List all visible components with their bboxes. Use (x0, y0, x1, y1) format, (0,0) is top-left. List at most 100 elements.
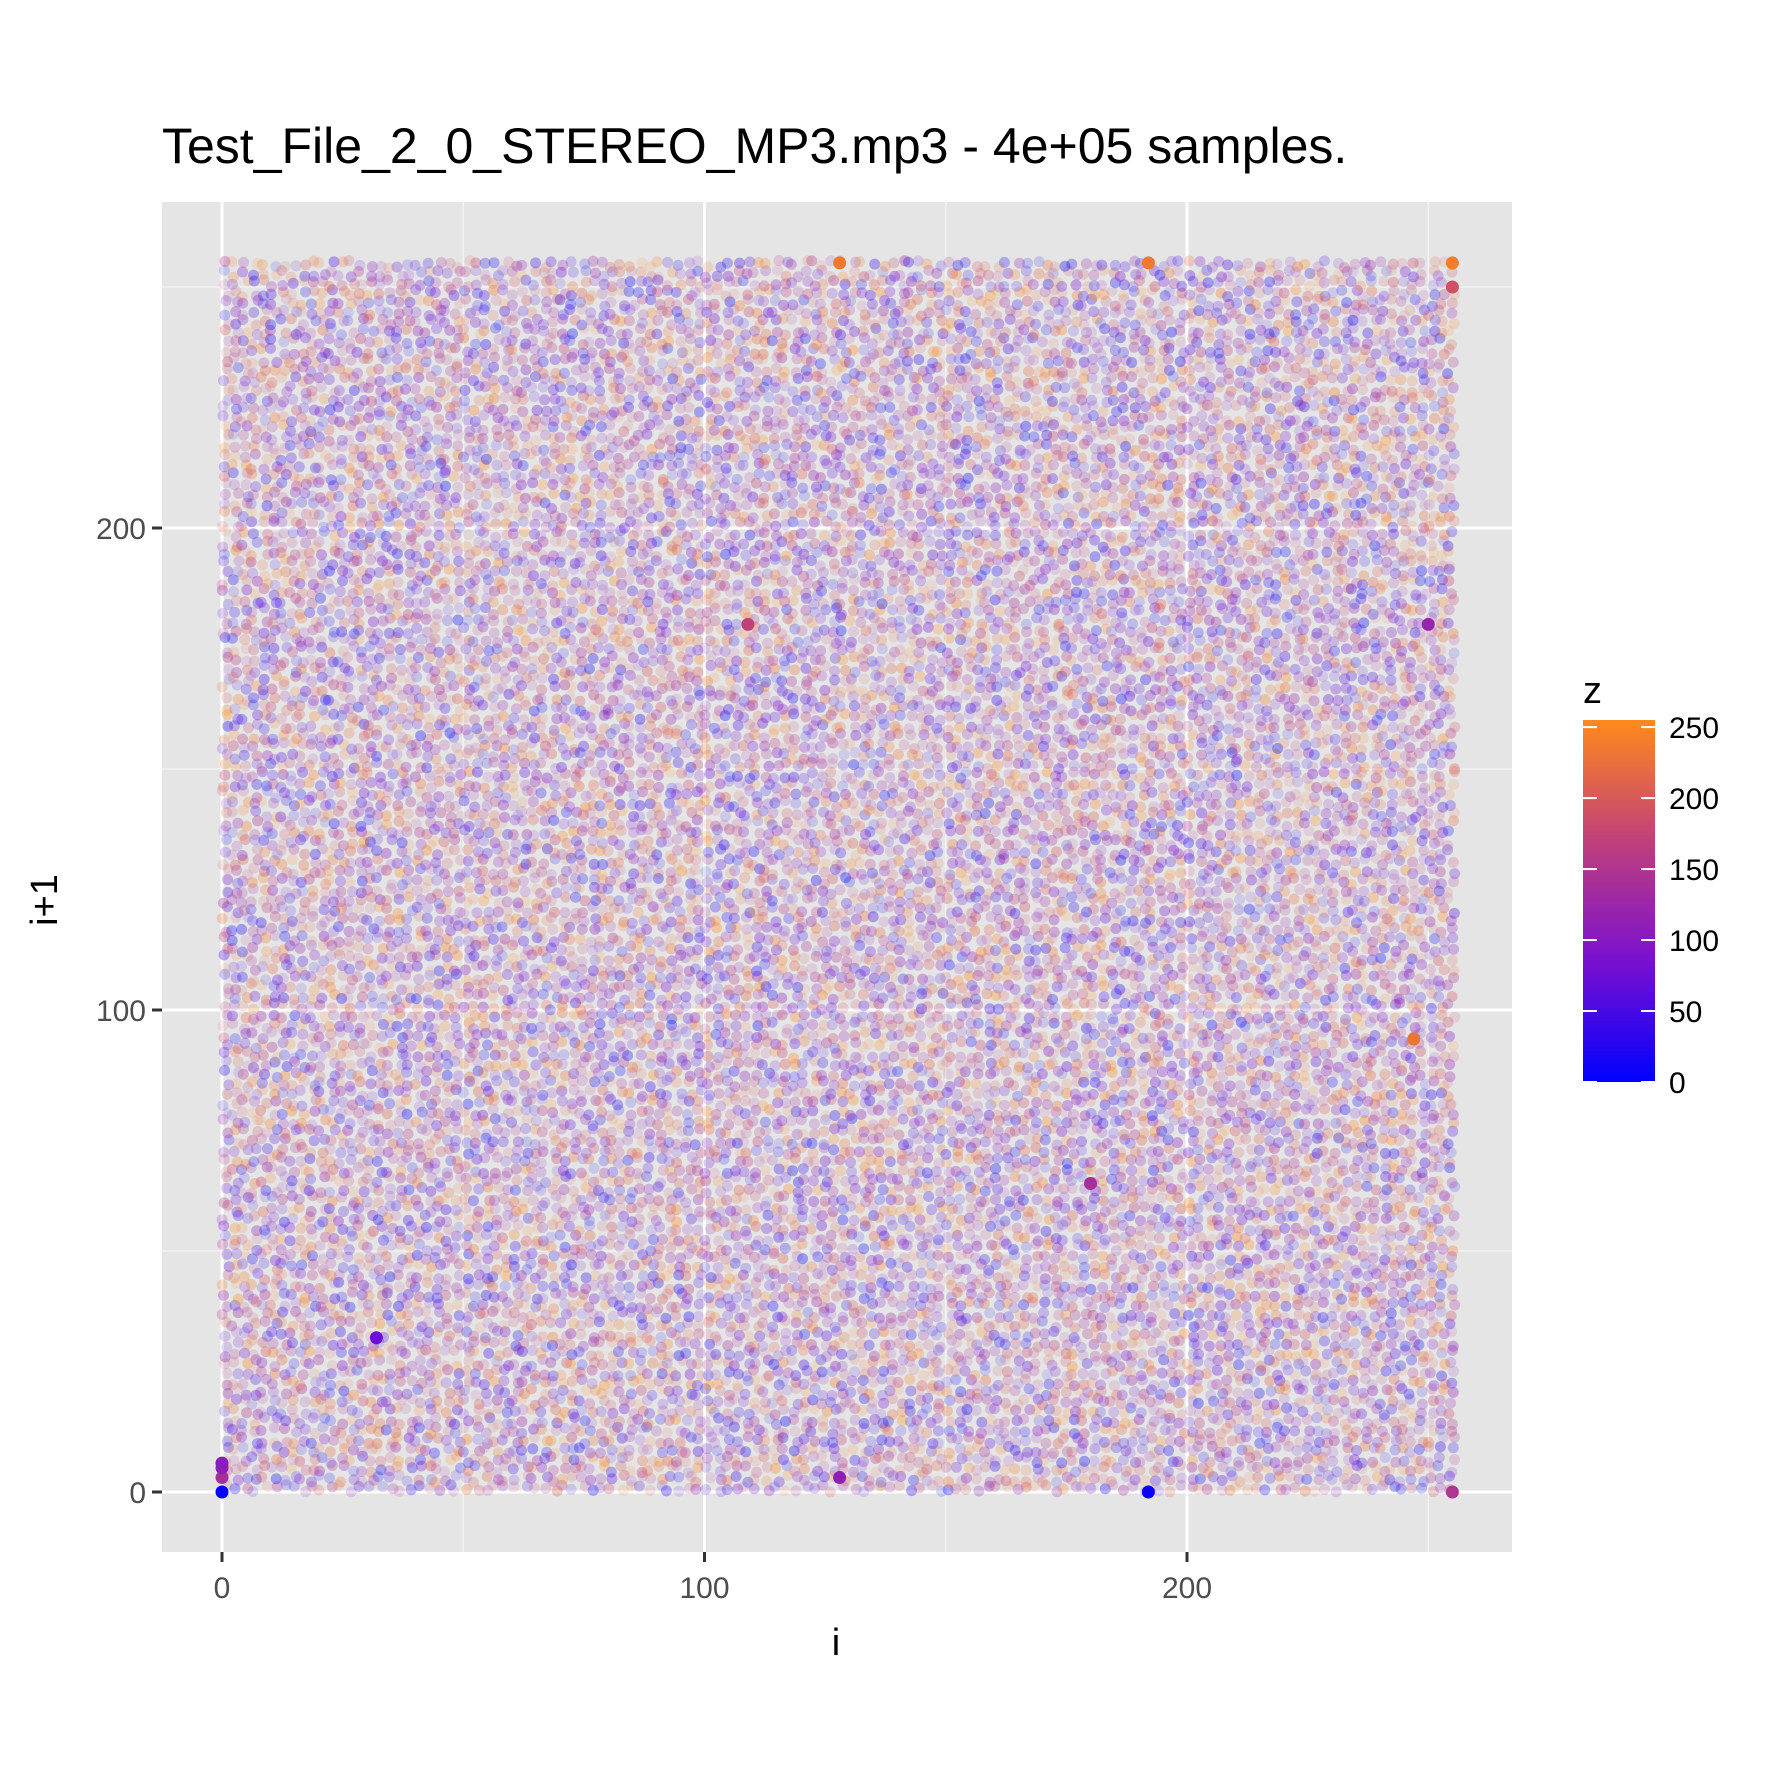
cloud-point (440, 1434, 452, 1446)
cloud-point (324, 1472, 335, 1484)
cloud-point (400, 1050, 412, 1062)
cloud-point (526, 679, 538, 691)
cloud-point (316, 685, 328, 697)
cloud-point (471, 907, 483, 919)
cloud-point (556, 848, 568, 860)
cloud-point (396, 664, 408, 676)
cloud-point (229, 1234, 241, 1246)
cloud-point (232, 1368, 244, 1380)
cloud-point (429, 1341, 441, 1353)
cloud-point (497, 868, 509, 880)
cloud-point (218, 1153, 230, 1165)
cloud-point (230, 1416, 242, 1427)
cloud-point (230, 949, 242, 961)
cloud-point (364, 532, 376, 543)
cloud-point (387, 1038, 399, 1050)
cloud-point (500, 487, 512, 499)
cloud-point (313, 338, 325, 350)
cloud-point (536, 549, 548, 561)
cloud-point (438, 666, 450, 678)
cloud-point (448, 1252, 460, 1264)
cloud-point (583, 509, 595, 521)
cloud-point (380, 1250, 392, 1262)
cloud-point (361, 856, 373, 868)
cloud-point (503, 594, 514, 606)
cloud-point (530, 435, 542, 447)
cloud-point (420, 859, 432, 871)
cloud-point (352, 469, 364, 481)
cloud-point (526, 606, 538, 618)
cloud-point (249, 667, 261, 678)
cloud-point (564, 715, 576, 727)
cloud-point (246, 1027, 258, 1039)
cloud-point (567, 281, 578, 293)
cloud-point (229, 781, 241, 793)
cloud-point (219, 255, 231, 267)
cloud-point (216, 681, 228, 693)
cloud-point (240, 772, 252, 784)
cloud-point (556, 1288, 568, 1300)
cloud-point (400, 290, 412, 302)
cloud-point (431, 1041, 443, 1053)
cloud-point (422, 257, 434, 269)
cloud-point (391, 261, 403, 273)
cloud-point (279, 1070, 291, 1082)
cloud-point (250, 424, 262, 436)
cloud-point (518, 935, 530, 947)
cloud-point (313, 975, 325, 987)
cloud-point (366, 493, 378, 505)
cloud-point (345, 821, 357, 832)
cloud-point (258, 1411, 270, 1423)
cloud-point (576, 956, 588, 968)
cloud-point (267, 733, 279, 745)
cloud-point (285, 722, 297, 734)
cloud-point (251, 1225, 263, 1237)
cloud-point (252, 294, 264, 306)
cloud-point (255, 917, 267, 929)
cloud-point (231, 667, 243, 678)
cloud-point (218, 825, 230, 837)
cloud-point (239, 1023, 251, 1035)
cloud-point (242, 1289, 254, 1301)
cloud-point (431, 608, 443, 620)
cloud-point (411, 874, 423, 886)
cloud-point (227, 796, 238, 808)
cloud-point (381, 421, 393, 433)
data-layer (215, 255, 1461, 1499)
cloud-point (467, 636, 479, 648)
cloud-point (448, 290, 460, 301)
cloud-point (528, 830, 540, 842)
cloud-point (229, 999, 240, 1011)
cloud-point (251, 1233, 263, 1245)
cloud-point (306, 791, 318, 803)
cloud-point (497, 700, 509, 711)
cloud-point (482, 771, 494, 783)
cloud-point (259, 1460, 271, 1472)
cloud-point (343, 1167, 354, 1179)
cloud-point (259, 1289, 271, 1301)
cloud-point (535, 757, 546, 769)
cloud-point (277, 280, 289, 291)
cloud-point (232, 1117, 244, 1129)
cloud-point (232, 327, 244, 339)
cloud-point (537, 1331, 549, 1343)
cloud-point (218, 897, 229, 909)
grid-minor (162, 202, 1512, 1552)
cloud-point (237, 1441, 249, 1453)
cloud-point (221, 1171, 233, 1183)
cloud-point (299, 848, 311, 860)
cloud-point (230, 595, 242, 607)
cloud-point (295, 518, 307, 530)
cloud-point (250, 385, 262, 397)
cloud-point (345, 857, 357, 869)
cloud-point (353, 1229, 365, 1241)
cloud-point (241, 575, 253, 586)
cloud-point (496, 1475, 508, 1487)
cloud-point (245, 670, 257, 682)
cloud-point (528, 570, 539, 582)
cloud-point (364, 1020, 375, 1032)
cloud-point (356, 1446, 368, 1458)
cloud-point (517, 1196, 529, 1208)
plot-panel (162, 202, 1512, 1552)
cloud-point (324, 975, 336, 986)
